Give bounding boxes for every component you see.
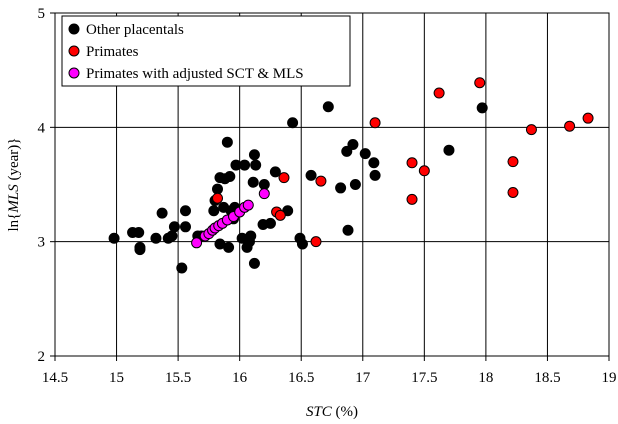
data-point xyxy=(418,165,430,177)
data-point xyxy=(443,144,455,156)
data-point xyxy=(341,145,353,157)
data-point xyxy=(335,182,347,194)
y-axis-title-prefix: ln{ xyxy=(6,213,22,232)
x-tick-label: 14.5 xyxy=(42,370,68,386)
data-point xyxy=(322,101,334,113)
x-tick-label: 17 xyxy=(355,370,371,386)
data-point xyxy=(245,230,257,242)
data-point xyxy=(242,199,254,211)
data-point xyxy=(179,205,191,217)
axis-ticks: 14.5 15 15.5 16 16.5 17 17.5 18 18.5 19 2 3 4 5 xyxy=(38,6,617,386)
data-point xyxy=(342,224,354,236)
data-point xyxy=(369,117,381,129)
data-point xyxy=(564,120,576,132)
data-point xyxy=(368,157,380,169)
x-tick-label: 15.5 xyxy=(165,370,191,386)
data-point xyxy=(179,221,191,233)
data-point xyxy=(248,149,260,161)
data-point xyxy=(239,159,251,171)
data-point xyxy=(369,169,381,181)
data-point xyxy=(264,217,276,229)
data-point xyxy=(156,207,168,219)
data-point xyxy=(476,102,488,114)
y-tick-label: 3 xyxy=(38,235,46,251)
data-point xyxy=(349,179,361,190)
data-point xyxy=(474,77,486,89)
data-point xyxy=(191,237,203,249)
data-point xyxy=(176,262,188,274)
data-point xyxy=(223,241,235,253)
data-point xyxy=(212,183,224,195)
data-point xyxy=(134,244,146,256)
data-point xyxy=(133,227,145,239)
data-point xyxy=(525,124,537,136)
x-tick-label: 17.5 xyxy=(411,370,437,386)
x-tick-label: 16 xyxy=(232,370,248,386)
data-point xyxy=(582,112,594,124)
series-2 xyxy=(212,77,594,248)
data-points xyxy=(108,77,594,274)
data-point xyxy=(433,87,445,99)
data-point xyxy=(406,157,418,169)
data-point xyxy=(507,156,519,168)
y-tick-label: 4 xyxy=(38,120,46,136)
data-point xyxy=(315,175,327,187)
legend: Other placentals Primates Primates with ad… xyxy=(61,15,351,87)
data-point xyxy=(296,238,308,250)
data-point xyxy=(250,159,262,171)
data-point xyxy=(359,148,371,160)
data-point xyxy=(507,187,519,199)
data-point xyxy=(347,138,359,150)
x-axis-title: STC (%) xyxy=(306,404,358,420)
legend-marker xyxy=(68,45,80,57)
x-axis-title-variable: STC xyxy=(306,404,333,420)
data-point xyxy=(168,221,180,233)
data-point xyxy=(224,170,236,182)
x-tick-label: 15 xyxy=(109,370,124,386)
legend-label: Primates with adjusted SCT & MLS xyxy=(86,66,304,82)
data-point xyxy=(212,192,224,204)
legend-marker xyxy=(68,23,80,35)
data-point xyxy=(406,193,418,205)
data-point xyxy=(269,166,281,178)
series-3 xyxy=(191,188,270,249)
x-tick-label: 19 xyxy=(602,370,617,386)
x-tick-label: 16.5 xyxy=(288,370,314,386)
x-axis-title-unit: (%) xyxy=(332,404,358,420)
data-point xyxy=(166,230,178,242)
legend-label: Primates xyxy=(86,44,139,60)
plot-area-frame xyxy=(54,12,610,357)
data-point xyxy=(208,205,220,217)
legend-box xyxy=(61,15,351,87)
data-point xyxy=(278,172,290,184)
y-tick-label: 5 xyxy=(38,6,46,22)
y-axis-title-unit: (year)} xyxy=(6,138,22,185)
data-point xyxy=(305,169,317,181)
data-point xyxy=(258,188,270,200)
y-axis-title-variable: MLS xyxy=(6,184,22,214)
legend-label: Other placentals xyxy=(86,22,184,38)
data-point xyxy=(274,209,286,221)
y-axis-title: ln{MLS (year)} xyxy=(6,138,22,232)
y-tick-label: 2 xyxy=(38,349,46,365)
data-point xyxy=(310,236,322,248)
data-point xyxy=(221,136,233,148)
data-point xyxy=(247,176,259,188)
legend-marker xyxy=(68,67,80,79)
data-point xyxy=(150,232,162,244)
data-point xyxy=(287,117,299,129)
data-point xyxy=(108,232,120,244)
x-tick-label: 18 xyxy=(478,370,493,386)
data-point xyxy=(248,257,260,269)
data-point xyxy=(258,179,270,190)
x-tick-label: 18.5 xyxy=(534,370,560,386)
